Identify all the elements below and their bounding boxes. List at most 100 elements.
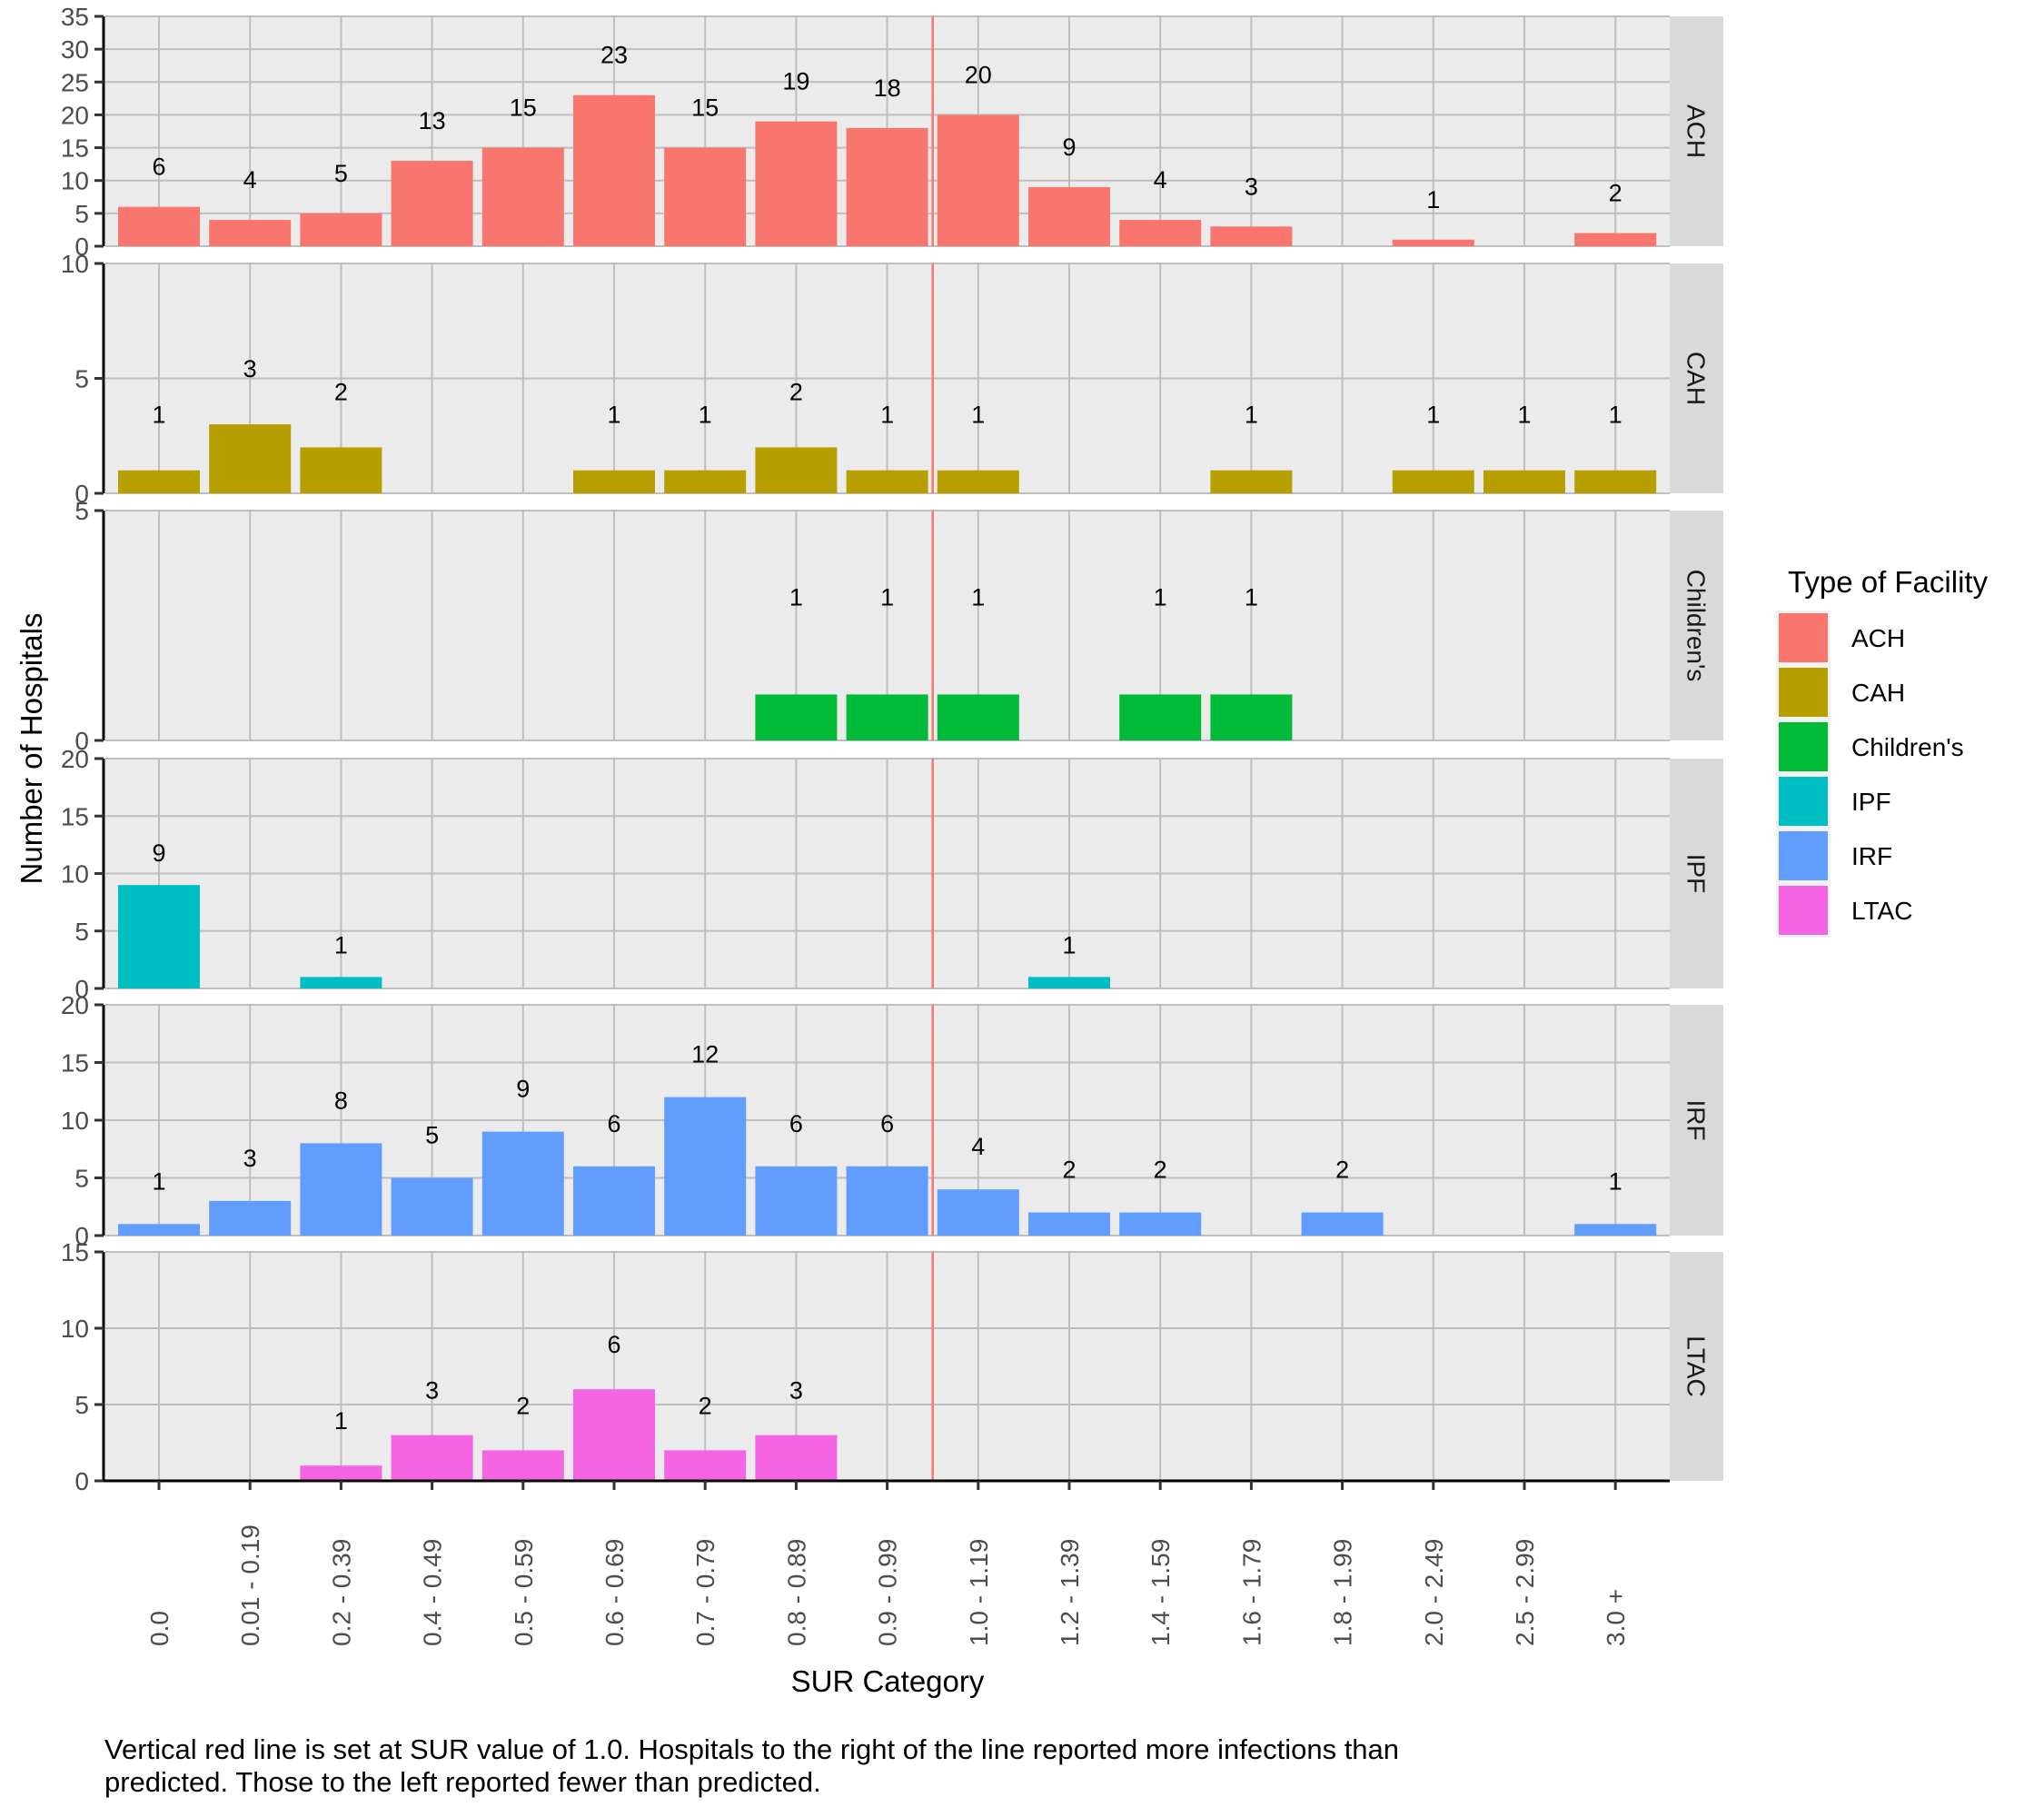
- panel-childrens: 1 1 1 1 1 0 5 Children's: [74, 497, 1723, 755]
- facet-strip-label: IRF: [1682, 1099, 1711, 1140]
- legend-key-label: IRF: [1851, 842, 1892, 870]
- y-tick-label: 10: [61, 1315, 89, 1343]
- value-label: 4: [1154, 166, 1167, 194]
- value-label: 3: [243, 355, 257, 382]
- bar-cah: [209, 424, 292, 493]
- x-tick-label: 1.2 - 1.39: [1056, 1539, 1084, 1646]
- bar-ipf: [1028, 977, 1110, 988]
- bar-irf: [300, 1143, 382, 1236]
- y-tick-label: 10: [61, 1107, 89, 1135]
- bar-irf: [209, 1200, 292, 1236]
- value-label: 2: [334, 378, 348, 405]
- facet-strip-label: ACH: [1682, 104, 1711, 158]
- y-tick-label: 5: [74, 918, 89, 946]
- y-tick-label: 0: [74, 1222, 89, 1250]
- bar-childrens: [755, 694, 838, 740]
- bar-ipf: [300, 977, 382, 988]
- facet-strip: [1670, 511, 1723, 740]
- facet-strip: [1670, 1005, 1723, 1236]
- y-tick-label: 20: [61, 991, 89, 1019]
- y-tick-label: 20: [61, 101, 89, 129]
- bar-ach: [937, 114, 1019, 246]
- value-label: 20: [965, 61, 992, 88]
- panel-ltac: 1 3 2 6 2 3 0 5 10 15 LTAC: [61, 1238, 1723, 1495]
- legend-key-swatch: [1779, 722, 1828, 771]
- value-label: 9: [516, 1076, 530, 1103]
- y-tick-label: 5: [74, 1391, 89, 1419]
- y-tick-label: 0: [74, 233, 89, 261]
- bar-ach: [846, 127, 928, 246]
- bar-irf: [755, 1166, 838, 1236]
- value-label: 6: [152, 154, 165, 181]
- x-tick-label: 0.7 - 0.79: [691, 1539, 719, 1646]
- bar-irf: [573, 1166, 655, 1236]
- y-tick-label: 0: [74, 975, 89, 1003]
- legend-key-swatch: [1779, 613, 1828, 662]
- x-tick-label: 0.5 - 0.59: [510, 1539, 538, 1646]
- value-label: 2: [516, 1392, 530, 1419]
- y-tick-label: 0: [74, 727, 89, 755]
- value-label: 1: [152, 402, 165, 429]
- y-axis-title: Number of Hospitals: [15, 613, 48, 885]
- value-label: 4: [243, 166, 257, 194]
- legend-key-label: LTAC: [1851, 897, 1912, 925]
- value-label: 3: [425, 1377, 439, 1405]
- bar-cah: [300, 447, 382, 493]
- bar-ltac: [300, 1465, 382, 1481]
- x-tick-label: 1.6 - 1.79: [1237, 1539, 1265, 1646]
- value-label: 3: [789, 1377, 803, 1405]
- legend-key-swatch: [1779, 831, 1828, 880]
- y-tick-label: 5: [74, 200, 89, 228]
- y-tick-label: 0: [74, 480, 89, 508]
- value-label: 4: [971, 1133, 985, 1160]
- value-label: 2: [1154, 1157, 1167, 1184]
- x-tick-label: 3.0 +: [1602, 1589, 1630, 1646]
- value-label: 3: [1245, 173, 1258, 200]
- y-tick-label: 5: [74, 1165, 89, 1193]
- y-tick-label: 15: [61, 134, 89, 163]
- value-label: 1: [1154, 583, 1167, 611]
- y-tick-label: 5: [74, 365, 89, 393]
- bar-ltac: [481, 1450, 564, 1481]
- value-label: 1: [789, 583, 803, 611]
- value-label: 1: [971, 402, 985, 429]
- legend-keys: ACH CAH Children's IPF IRF LTAC: [1776, 611, 1964, 938]
- bar-cah: [1574, 470, 1657, 493]
- x-tick-label: 0.6 - 0.69: [600, 1539, 629, 1646]
- y-tick-label: 0: [74, 1467, 89, 1495]
- bar-childrens: [937, 694, 1019, 740]
- value-label: 1: [1609, 402, 1622, 429]
- y-tick-label: 10: [61, 250, 89, 278]
- legend-key-label: IPF: [1851, 788, 1891, 816]
- x-tick-label: 0.8 - 0.89: [782, 1539, 810, 1646]
- bar-cah: [664, 470, 747, 493]
- value-label: 2: [789, 378, 803, 405]
- bar-ach: [664, 147, 747, 246]
- facet-strip-label: Children's: [1682, 570, 1711, 682]
- value-label: 3: [243, 1145, 257, 1172]
- bar-irf: [1574, 1224, 1657, 1236]
- bar-ach: [1574, 233, 1657, 246]
- value-label: 1: [334, 931, 348, 958]
- footnote: Vertical red line is set at SUR value of…: [104, 1733, 1667, 1799]
- bar-childrens: [1210, 694, 1293, 740]
- value-label: 1: [699, 402, 712, 429]
- x-tick-label: 0.4 - 0.49: [419, 1539, 447, 1646]
- bar-irf: [664, 1097, 747, 1236]
- legend-key-background: [1776, 611, 1831, 938]
- facet-strip: [1670, 1252, 1723, 1481]
- y-tick-label: 30: [61, 35, 89, 64]
- bar-ltac: [755, 1435, 838, 1481]
- bar-cah: [755, 447, 838, 493]
- bar-ach: [1392, 239, 1474, 246]
- y-tick-label: 15: [61, 1049, 89, 1077]
- bar-ach: [391, 161, 473, 246]
- legend: Type of Facility ACH CAH Children's IPF IRF L…: [1776, 565, 1989, 938]
- x-tick-label: 0.01 - 0.19: [236, 1524, 264, 1646]
- value-label: 2: [699, 1392, 712, 1419]
- bar-ach: [481, 147, 564, 246]
- bar-ach: [1119, 220, 1202, 246]
